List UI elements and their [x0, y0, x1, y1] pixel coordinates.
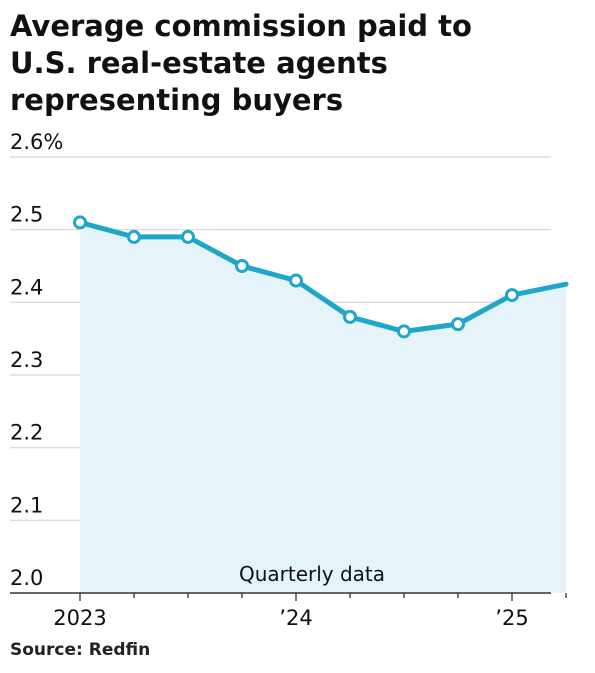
data-point [451, 317, 465, 332]
chart-title-line-2: U.S. real-estate agents [10, 46, 388, 80]
series-line-layer [77, 219, 569, 334]
area-fill-layer [80, 222, 566, 593]
data-point [73, 215, 87, 230]
series-markers [73, 215, 519, 339]
y-tick-label: 2.2 [10, 421, 43, 445]
y-tick-label: 2.4 [10, 275, 43, 299]
data-point [235, 259, 249, 273]
data-point [289, 273, 303, 288]
series-area [80, 222, 566, 593]
chart-title-line-1: Average commission paid to [10, 9, 472, 43]
y-axis-labels: 2.6% 2.5 2.4 2.3 2.2 2.1 2.0 [10, 130, 63, 590]
x-tick-label: ’25 [495, 606, 528, 630]
x-axis [10, 592, 567, 601]
chart-annotation: Quarterly data [239, 562, 385, 586]
y-tick-label: 2.0 [10, 566, 43, 590]
data-point [181, 229, 195, 244]
source-note: Source: Redfin [10, 640, 151, 660]
series-line [77, 219, 569, 334]
x-axis-labels: 2023 ’24 ’25 [53, 606, 528, 630]
chart-title-line-3: representing buyers [10, 83, 344, 117]
data-point [343, 309, 357, 324]
y-tick-label: 2.1 [10, 493, 43, 517]
data-point [505, 288, 519, 303]
y-tick-label: 2.5 [10, 203, 43, 227]
x-tick-label: ’24 [279, 606, 312, 630]
chart-title: Average commission paid to U.S. real-est… [10, 8, 580, 119]
y-tick-label: 2.3 [10, 348, 43, 372]
y-tick-label: 2.6% [10, 130, 63, 154]
x-tick-label: 2023 [53, 606, 106, 630]
data-point [127, 229, 141, 244]
data-point [397, 324, 411, 339]
